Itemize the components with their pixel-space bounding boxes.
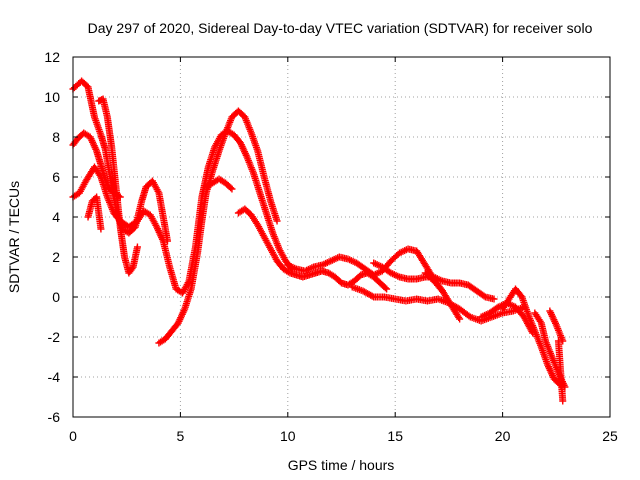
x-tick-label: 0 [69,428,77,444]
y-tick-label: 10 [44,89,60,105]
grid [73,57,610,417]
data-points [69,77,569,405]
series-track-5 [84,193,105,233]
data-point [528,327,536,335]
data-point [383,285,391,293]
x-tick-label: 5 [177,428,185,444]
data-point [381,284,389,292]
series-track-9 [284,245,446,295]
chart-title: Day 297 of 2020, Sidereal Day-to-day VTE… [88,20,593,36]
y-tick-label: 8 [52,129,60,145]
y-tick-label: -2 [48,329,61,345]
data-point [455,313,463,321]
x-axis-label: GPS time / hours [288,457,395,473]
y-tick-label: 12 [44,49,60,65]
series-track-17 [554,337,567,405]
series-track-7 [202,175,236,193]
x-tick-label: 10 [280,428,296,444]
data-point [116,193,124,201]
data-point [97,225,105,233]
series-track-12 [421,269,464,323]
data-point [490,295,498,303]
y-tick-label: -4 [48,369,61,385]
x-tick-label: 15 [387,428,403,444]
series-track-8 [234,205,391,293]
x-tick-label: 20 [495,428,511,444]
x-tick-label: 25 [602,428,618,444]
data-point [529,329,537,337]
series-track-6 [155,107,281,347]
plot-frame [72,56,611,418]
y-tick-label: 2 [52,249,60,265]
data-point [368,292,376,300]
y-axis-label: SDTVAR / TECUs [6,181,22,293]
data-point [559,397,567,405]
y-tick-label: 6 [52,169,60,185]
series-track-14 [477,299,537,337]
series-track-10 [370,259,498,303]
y-axis-ticks: -6 -4 -2 0 2 4 6 8 10 12 [44,49,610,425]
data-point [133,243,141,251]
y-tick-label: 4 [52,209,60,225]
data-point [284,268,292,276]
data-point [128,265,136,272]
data-point [456,315,464,323]
data-point [115,192,123,200]
data-point [273,217,281,225]
x-axis-ticks: 0 5 10 15 20 25 [69,57,618,444]
data-point [228,185,236,193]
y-tick-label: -6 [48,409,61,425]
series-track-16 [546,307,567,345]
data-point [227,184,235,192]
y-tick-label: 0 [52,289,60,305]
series-track-3 [95,95,141,277]
data-point [164,237,172,245]
data-point [480,292,488,300]
